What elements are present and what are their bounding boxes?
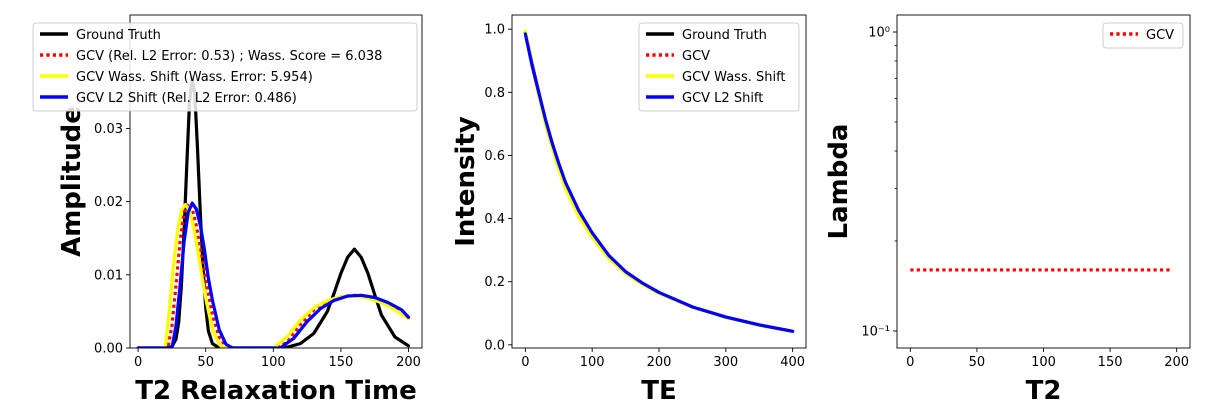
y-axis-label: Amplitude bbox=[57, 106, 87, 257]
chart-panel-2: 0 100 200 300 400 0.0 0.2 0.4 0.6 0.8 1.0 TE Intensi… bbox=[451, 14, 807, 406]
x-tick-label: 0 bbox=[521, 355, 529, 370]
x-tick-label: 400 bbox=[780, 355, 805, 370]
legend: GCV bbox=[1102, 22, 1184, 49]
x-tick-label: 0 bbox=[906, 355, 914, 370]
legend-label-4: GCV L2 Shift bbox=[682, 91, 763, 106]
y-axis-label: Intensity bbox=[451, 116, 481, 247]
y-tick-label: 1.0 bbox=[484, 23, 505, 38]
chart-panel-1: 0 50 100 150 200 0.00 0.01 0.02 0.03 T2 Relaxatio… bbox=[32, 14, 423, 406]
y-tick-label: 10⁻¹ bbox=[861, 324, 890, 339]
x-axis-label: TE bbox=[641, 376, 677, 406]
legend-label-2: GCV bbox=[682, 49, 710, 64]
y-tick-label: 0.02 bbox=[94, 195, 123, 210]
x-tick-label: 50 bbox=[197, 355, 214, 370]
legend-label-4: GCV L2 Shift (Rel. L2 Error: 0.486) bbox=[76, 91, 297, 106]
y-tick-label: 0.01 bbox=[94, 268, 123, 283]
x-tick-label: 100 bbox=[261, 355, 286, 370]
y-tick-label: 0.03 bbox=[94, 122, 123, 137]
legend-box bbox=[32, 22, 418, 112]
y-tick-label: 0.8 bbox=[484, 86, 505, 101]
legend-box bbox=[1102, 22, 1184, 49]
chart-panel-3: 0 50 100 150 200 10⁻¹ 10⁰ T2 Lambda GCV bbox=[824, 14, 1191, 406]
plot-frame bbox=[129, 14, 423, 349]
series-line-2 bbox=[138, 201, 410, 348]
x-tick-label: 0 bbox=[134, 355, 142, 370]
y-axis-label: Lambda bbox=[824, 124, 854, 240]
series-line-4 bbox=[523, 32, 795, 333]
legend-box bbox=[638, 22, 800, 112]
legend-label-1: Ground Truth bbox=[682, 28, 767, 43]
x-tick-label: 200 bbox=[1164, 355, 1189, 370]
x-tick-label: 200 bbox=[647, 355, 672, 370]
series-line-4 bbox=[136, 201, 411, 348]
x-tick-label: 150 bbox=[328, 355, 353, 370]
legend-label-1: GCV bbox=[1146, 28, 1174, 43]
x-tick-label: 50 bbox=[969, 355, 986, 370]
legend-label-3: GCV Wass. Shift (Wass. Error: 5.954) bbox=[76, 70, 313, 85]
y-tick-label: 0.6 bbox=[484, 149, 505, 164]
legend-label-2: GCV (Rel. L2 Error: 0.53) ; Wass. Score … bbox=[76, 49, 382, 64]
x-tick-label: 100 bbox=[580, 355, 605, 370]
x-axis-label: T2 Relaxation Time bbox=[135, 376, 416, 406]
legend-label-3: GCV Wass. Shift bbox=[682, 70, 786, 85]
plot-frame bbox=[896, 14, 1191, 349]
legend: Ground Truth GCV (Rel. L2 Error: 0.53) ; … bbox=[32, 22, 418, 112]
legend-label-1: Ground Truth bbox=[76, 28, 161, 43]
x-tick-label: 300 bbox=[713, 355, 738, 370]
y-tick-label: 10⁰ bbox=[868, 26, 890, 41]
x-axis-label: T2 bbox=[1026, 376, 1062, 406]
x-tick-label: 150 bbox=[1098, 355, 1123, 370]
y-tick-label: 0.4 bbox=[484, 212, 505, 227]
legend: Ground Truth GCV GCV Wass. Shift GCV L2 Shi… bbox=[638, 22, 800, 112]
y-tick-label: 0.2 bbox=[484, 275, 505, 290]
series-group bbox=[523, 29, 795, 334]
series-group bbox=[136, 75, 411, 348]
y-tick-label: 0.0 bbox=[484, 338, 505, 353]
x-tick-label: 100 bbox=[1031, 355, 1056, 370]
y-tick-label: 0.00 bbox=[94, 342, 123, 357]
x-tick-label: 200 bbox=[396, 355, 421, 370]
